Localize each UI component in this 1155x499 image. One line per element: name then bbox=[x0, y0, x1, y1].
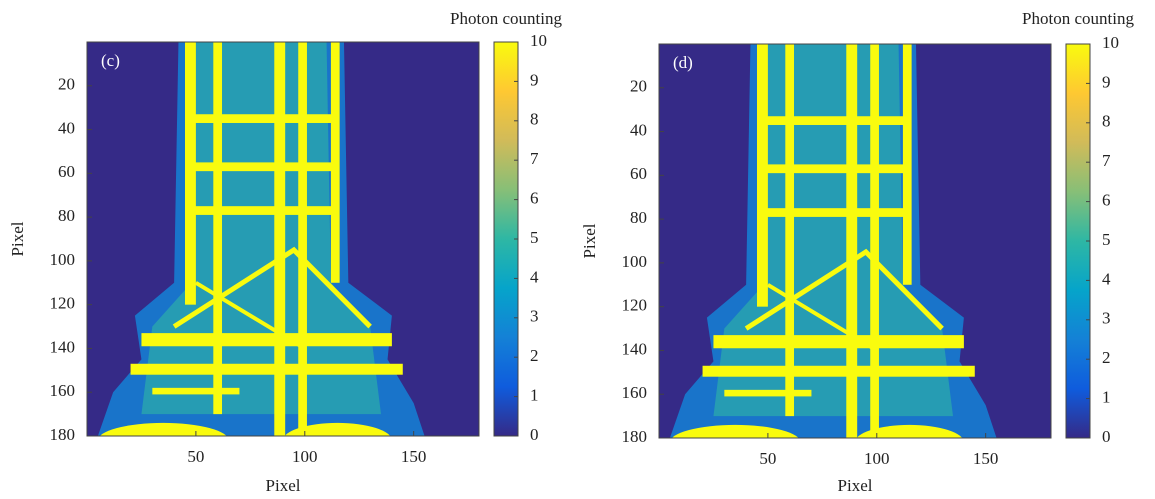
image-body-inner bbox=[141, 42, 381, 415]
image-stripe bbox=[152, 387, 240, 395]
image-stripe bbox=[724, 389, 812, 397]
image-stripe bbox=[702, 365, 975, 377]
image-stripe bbox=[185, 206, 338, 215]
image-diagonal bbox=[766, 283, 878, 353]
image-stripe bbox=[870, 44, 879, 438]
image-stripe bbox=[185, 162, 338, 172]
colorbar-tick-label: 0 bbox=[1102, 427, 1111, 446]
image-stripe bbox=[846, 44, 858, 438]
image-body-inner bbox=[713, 44, 953, 417]
y-tick-label: 80 bbox=[58, 206, 75, 225]
y-tick-label: 180 bbox=[50, 425, 76, 444]
colorbar-label: Photon counting bbox=[1022, 9, 1134, 28]
x-axis-label: Pixel bbox=[838, 476, 873, 495]
colorbar-tick-label: 5 bbox=[530, 228, 539, 247]
image-stripe bbox=[274, 42, 286, 436]
colorbar-tick-label: 1 bbox=[1102, 388, 1111, 407]
y-tick-label: 40 bbox=[58, 118, 75, 137]
colorbar-tick-label: 9 bbox=[1102, 72, 1111, 91]
image-stripe bbox=[141, 333, 392, 347]
colorbar-tick-label: 7 bbox=[530, 149, 539, 168]
colorbar-label: Photon counting bbox=[450, 9, 562, 28]
panel-label: (d) bbox=[673, 53, 693, 72]
colorbar-tick-label: 1 bbox=[530, 386, 539, 405]
y-tick-label: 160 bbox=[622, 383, 648, 402]
y-tick-label: 80 bbox=[630, 208, 647, 227]
image-diagonal bbox=[172, 246, 372, 329]
image-diagonal bbox=[744, 248, 944, 331]
x-tick-label: 50 bbox=[759, 449, 776, 468]
image-base bbox=[856, 424, 963, 438]
x-tick-label: 100 bbox=[292, 447, 318, 466]
colorbar-tick-label: 8 bbox=[530, 110, 539, 129]
colorbar-tick-label: 6 bbox=[530, 189, 539, 208]
colorbar-tick-label: 4 bbox=[1102, 269, 1111, 288]
y-tick-label: 120 bbox=[622, 296, 648, 315]
heatmap-image bbox=[659, 44, 1051, 438]
y-axis-label: Pixel bbox=[8, 221, 27, 256]
y-tick-label: 20 bbox=[630, 77, 647, 96]
x-tick-label: 100 bbox=[864, 449, 890, 468]
colorbar-tick-label: 2 bbox=[530, 346, 539, 365]
y-axis-label: Pixel bbox=[580, 223, 599, 258]
y-tick-label: 100 bbox=[50, 250, 76, 269]
image-base bbox=[671, 424, 799, 438]
image-stripe bbox=[298, 42, 307, 436]
colorbar-tick-label: 2 bbox=[1102, 348, 1111, 367]
y-tick-label: 140 bbox=[622, 339, 648, 358]
x-axis-label: Pixel bbox=[266, 476, 301, 495]
image-stripe bbox=[785, 44, 795, 417]
y-tick-label: 20 bbox=[58, 75, 75, 94]
y-tick-label: 140 bbox=[50, 337, 76, 356]
colorbar-tick-label: 10 bbox=[530, 31, 547, 50]
image-stripe bbox=[757, 116, 910, 125]
y-tick-label: 100 bbox=[622, 252, 648, 271]
plot-frame bbox=[658, 43, 1052, 439]
image-stripe bbox=[757, 44, 768, 307]
image-stripe bbox=[713, 335, 964, 349]
colorbar-tick-label: 0 bbox=[530, 425, 539, 444]
colorbar-tick-label: 3 bbox=[1102, 309, 1111, 328]
image-base bbox=[99, 422, 227, 436]
colorbar-tick-label: 10 bbox=[1102, 33, 1119, 52]
y-tick-label: 160 bbox=[50, 381, 76, 400]
x-tick-label: 150 bbox=[973, 449, 999, 468]
y-tick-label: 60 bbox=[630, 164, 647, 183]
image-base bbox=[284, 422, 391, 436]
colorbar-tick-label: 5 bbox=[1102, 230, 1111, 249]
colorbar-tick-label: 3 bbox=[530, 307, 539, 326]
panel-label: (c) bbox=[101, 51, 120, 70]
image-stripe bbox=[130, 363, 403, 375]
image-diagonal bbox=[194, 281, 306, 351]
colorbar-tick-label: 7 bbox=[1102, 151, 1111, 170]
image-stripe bbox=[757, 208, 910, 217]
image-stripe bbox=[185, 114, 338, 123]
colorbar-tick-label: 6 bbox=[1102, 191, 1111, 210]
colorbar-tick-label: 9 bbox=[530, 70, 539, 89]
x-tick-label: 50 bbox=[187, 447, 204, 466]
image-stripe bbox=[185, 42, 196, 305]
y-tick-label: 60 bbox=[58, 162, 75, 181]
image-stripe bbox=[213, 42, 223, 415]
y-tick-label: 180 bbox=[622, 427, 648, 446]
y-tick-label: 120 bbox=[50, 294, 76, 313]
image-stripe bbox=[757, 164, 910, 174]
colorbar-tick-label: 8 bbox=[1102, 112, 1111, 131]
heatmap-image bbox=[87, 42, 479, 436]
colorbar-tick-label: 4 bbox=[530, 267, 539, 286]
plot-frame bbox=[86, 41, 480, 437]
y-tick-label: 40 bbox=[630, 120, 647, 139]
x-tick-label: 150 bbox=[401, 447, 427, 466]
